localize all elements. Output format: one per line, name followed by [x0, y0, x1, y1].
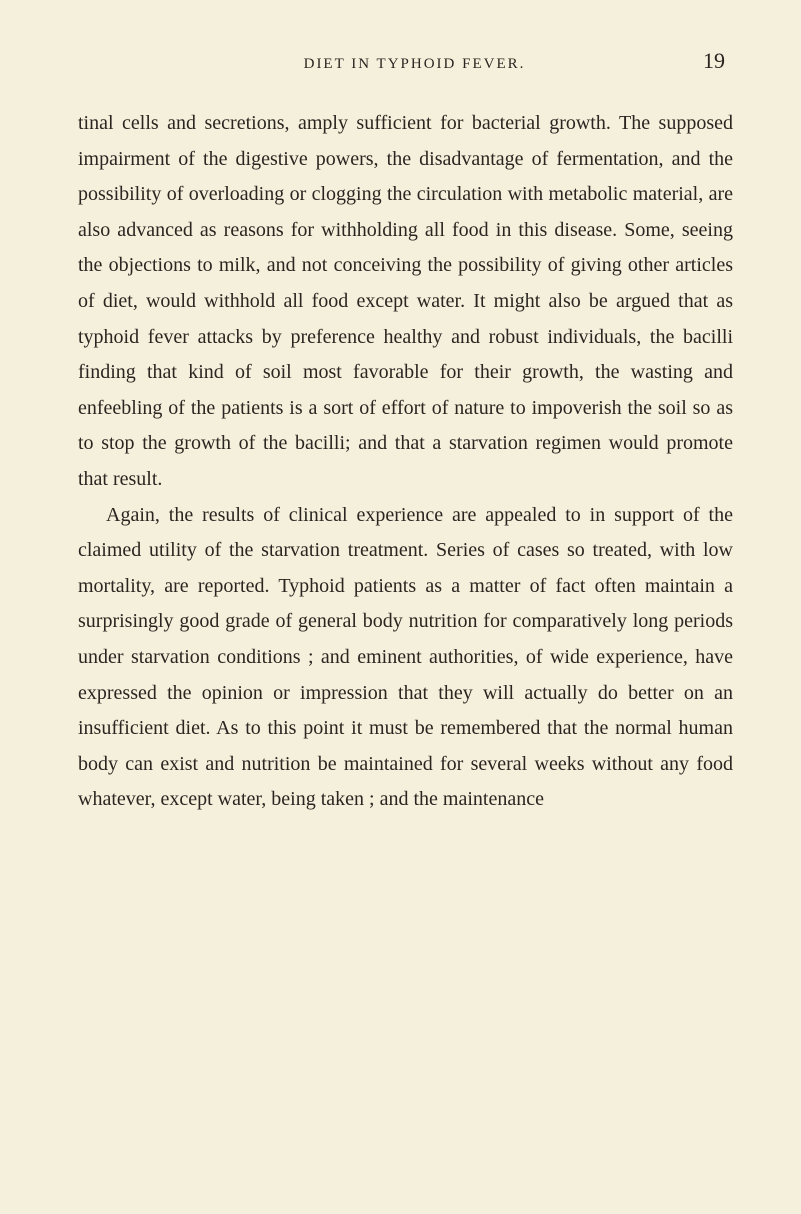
page-header: DIET IN TYPHOID FEVER. 19 [78, 48, 733, 74]
running-title: DIET IN TYPHOID FEVER. [126, 56, 703, 73]
paragraph-2: Again, the results of clinical experienc… [78, 498, 733, 818]
body-text: tinal cells and secretions, amply suffic… [78, 106, 733, 818]
page-number: 19 [703, 48, 725, 74]
paragraph-1: tinal cells and secretions, amply suffic… [78, 106, 733, 498]
